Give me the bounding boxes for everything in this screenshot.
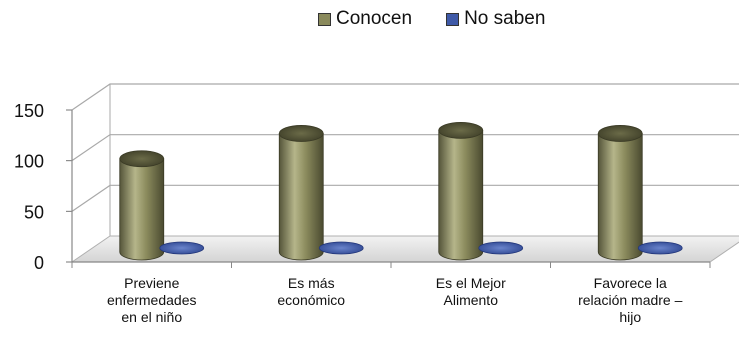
bar-no-saben	[159, 241, 205, 255]
x-category-label-line: Previene	[124, 275, 179, 291]
bar-conocen	[597, 133, 643, 261]
x-category-label: Favorece la relación madre – hijo	[578, 275, 682, 325]
y-tick-label: 100	[14, 152, 44, 172]
bar-top-conocen	[438, 121, 484, 139]
y-tick-label: 50	[24, 202, 44, 222]
legend: Conocen No saben	[318, 8, 545, 30]
axes: 0 50 100 150	[14, 101, 711, 273]
bar-no-saben	[637, 241, 683, 255]
legend-label-no-saben: No saben	[464, 8, 546, 29]
legend-label-conocen: Conocen	[336, 8, 413, 29]
x-category-label-line: económico	[277, 292, 345, 308]
x-category-label-line: Alimento	[444, 292, 499, 308]
x-category-label-line: Es el Mejor	[436, 275, 506, 291]
bars	[119, 121, 683, 261]
x-category-label: Es el Mejor Alimento	[436, 275, 506, 308]
legend-swatch-no-saben	[446, 12, 460, 26]
bar-top-conocen	[597, 125, 643, 142]
x-category-label-line: en el niño	[121, 309, 182, 325]
bar-conocen	[278, 133, 324, 261]
y-tick-label: 0	[34, 253, 44, 273]
bar-top-conocen	[119, 150, 165, 168]
bar-conocen	[438, 130, 484, 261]
x-category-label-line: relación madre –	[578, 292, 682, 308]
x-category-label: Es más económico	[277, 275, 345, 308]
bar-no-saben	[318, 241, 364, 255]
x-category-label-line: hijo	[619, 309, 641, 325]
gridline	[71, 83, 739, 111]
category-labels: Previene enfermedades en el niño Es más econ…	[107, 275, 683, 325]
x-category-label-line: Es más	[288, 275, 335, 291]
legend-item-conocen: Conocen	[318, 8, 412, 30]
bar-conocen	[119, 158, 165, 261]
legend-item-no-saben: No saben	[446, 8, 545, 30]
x-category-label-line: enfermedades	[107, 292, 197, 308]
legend-swatch-conocen	[318, 12, 331, 26]
x-category-label: Previene enfermedades en el niño	[107, 275, 197, 325]
y-tick-label: 150	[14, 101, 44, 121]
x-category-label-line: Favorece la	[594, 275, 667, 291]
bar-top-conocen	[278, 125, 324, 142]
gridlines	[71, 83, 739, 236]
bar-no-saben	[478, 241, 524, 255]
